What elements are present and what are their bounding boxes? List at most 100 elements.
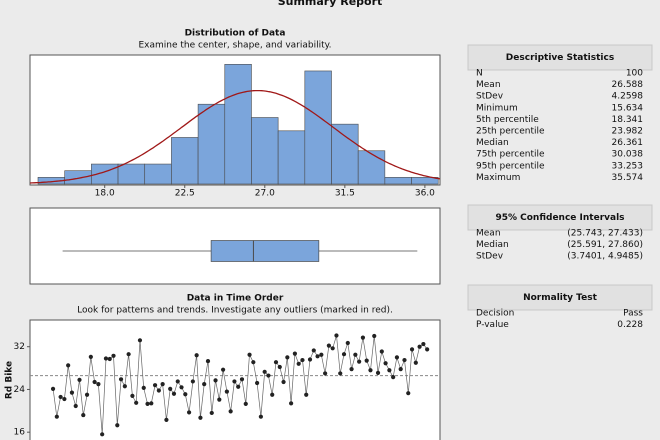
x-tick-label: 31.5 <box>335 189 355 199</box>
row-label: Maximum <box>476 173 520 183</box>
point <box>88 354 93 359</box>
table-title: 95% Confidence Intervals <box>495 213 624 223</box>
row-label: Median <box>476 138 509 148</box>
point <box>168 386 173 392</box>
point <box>425 347 430 352</box>
point <box>107 356 112 362</box>
point <box>164 417 169 422</box>
point <box>228 409 233 414</box>
point <box>209 410 214 416</box>
x-tick-label: 22.5 <box>175 189 195 199</box>
point <box>277 364 282 370</box>
row-value: 4.2598 <box>612 92 644 102</box>
point <box>224 389 229 394</box>
histogram-bar <box>304 70 332 185</box>
row-label: Mean <box>476 229 501 239</box>
point <box>311 348 316 353</box>
y-tick-label: 32 <box>14 342 25 352</box>
row-label: 25th percentile <box>476 127 545 137</box>
point <box>255 380 260 386</box>
point <box>391 375 396 380</box>
point <box>186 410 192 415</box>
row-label: Decision <box>476 309 514 319</box>
point <box>96 382 101 387</box>
point <box>217 397 222 402</box>
histogram-bar <box>411 177 439 185</box>
point <box>62 396 67 402</box>
histogram-bar <box>171 137 199 185</box>
point <box>300 357 305 363</box>
point <box>372 333 377 339</box>
point <box>394 355 400 360</box>
point <box>251 360 256 365</box>
row-label: Median <box>476 240 509 250</box>
point <box>364 358 369 363</box>
point <box>115 423 120 428</box>
row-label: 75th percentile <box>476 150 545 160</box>
point <box>213 378 218 383</box>
row-value: (3.7401, 4.9485) <box>567 252 643 262</box>
point <box>179 385 184 390</box>
x-tick-label: 27.0 <box>255 189 275 199</box>
point <box>103 356 109 361</box>
point <box>281 379 286 385</box>
row-value: 33.253 <box>612 161 644 171</box>
point <box>183 392 188 397</box>
point <box>304 392 309 397</box>
point <box>149 401 154 406</box>
point <box>262 369 267 374</box>
point <box>360 335 366 340</box>
y-axis-label: Rd Bike <box>5 361 15 399</box>
point <box>289 401 294 406</box>
point <box>285 355 290 360</box>
point <box>357 359 362 364</box>
row-label: StDev <box>476 92 504 102</box>
point <box>194 353 199 358</box>
point <box>334 333 339 338</box>
point <box>398 367 403 372</box>
histogram-bar <box>64 170 92 185</box>
row-value: (25.743, 27.433) <box>567 229 643 239</box>
histogram-bar <box>331 123 359 185</box>
point <box>152 383 158 388</box>
point <box>239 377 245 382</box>
time-subtitle: Look for patterns and trends. Investigat… <box>77 306 393 316</box>
point <box>375 370 381 375</box>
histogram-bar <box>224 64 252 185</box>
x-tick-label: 18.0 <box>95 189 115 199</box>
point <box>81 412 86 418</box>
x-tick-label: 36.0 <box>415 189 435 199</box>
point <box>349 367 354 372</box>
row-value: 0.228 <box>617 320 643 330</box>
histogram-bar <box>251 117 279 185</box>
row-value: 100 <box>626 69 643 79</box>
point <box>421 341 426 347</box>
point <box>126 352 131 357</box>
table-header <box>467 284 653 311</box>
point <box>130 393 135 398</box>
point <box>307 357 313 362</box>
point <box>266 373 271 378</box>
point <box>77 377 82 382</box>
row-value: 35.574 <box>612 173 644 183</box>
row-label: 95th percentile <box>476 161 545 171</box>
normal-curve <box>29 89 441 184</box>
histogram-bar <box>117 163 146 185</box>
point <box>353 352 358 357</box>
point <box>175 379 180 384</box>
point <box>409 347 415 352</box>
point <box>247 352 252 357</box>
row-label: N <box>476 69 483 79</box>
row-value: 30.038 <box>612 150 644 160</box>
time-title: Data in Time Order <box>187 294 284 304</box>
point <box>118 377 124 382</box>
point <box>111 353 116 358</box>
point <box>273 360 279 365</box>
point <box>379 349 384 354</box>
row-value: 26.588 <box>612 80 644 90</box>
point <box>54 414 59 419</box>
point <box>73 403 78 409</box>
point <box>296 361 301 366</box>
table-header <box>467 204 653 231</box>
point <box>58 394 63 400</box>
